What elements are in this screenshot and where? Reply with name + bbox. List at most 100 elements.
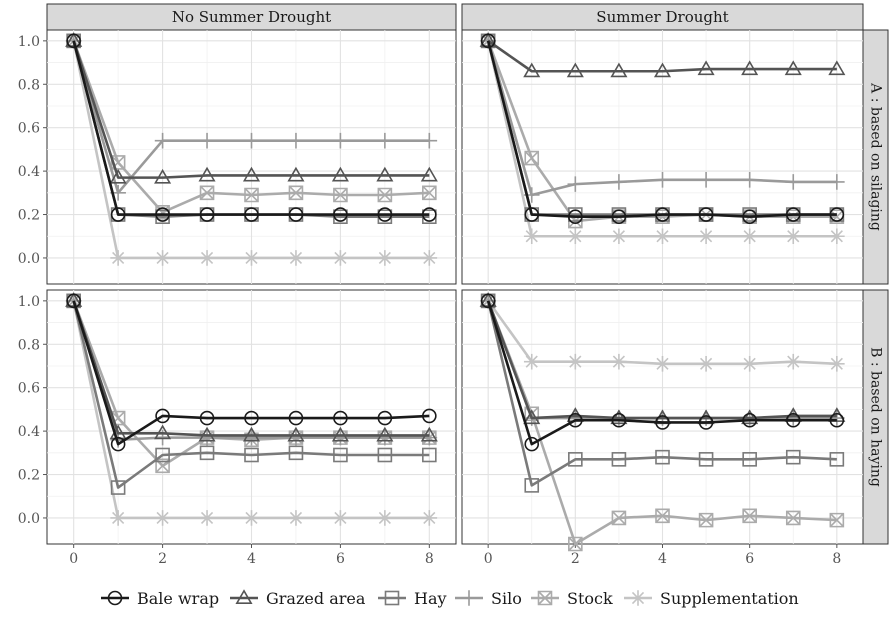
x-tick-label: 6 bbox=[745, 551, 754, 567]
point-grazed-area bbox=[653, 62, 672, 78]
point-hay bbox=[244, 447, 259, 463]
point-grazed-area bbox=[154, 168, 172, 184]
facet-label-b-based-on-haying: B : based on haying bbox=[868, 347, 884, 487]
facet-label-no-summer-drought: No Summer Drought bbox=[172, 8, 331, 26]
point-grazed-area bbox=[242, 166, 261, 182]
point-silo bbox=[741, 171, 758, 188]
point-supplementation bbox=[154, 250, 171, 266]
point-bale-wrap bbox=[110, 436, 126, 452]
y-tick-label: 0.0 bbox=[18, 251, 40, 267]
point-bale-wrap bbox=[611, 209, 627, 225]
point-bale-wrap bbox=[480, 293, 496, 309]
point-supplementation bbox=[110, 250, 126, 266]
point-bale-wrap bbox=[288, 410, 304, 426]
point-grazed-area bbox=[523, 409, 541, 425]
point-stock bbox=[829, 512, 845, 528]
legend: Bale wrap Grazed area Hay Silo Stock Suppleme… bbox=[101, 589, 799, 608]
point-supplementation bbox=[785, 353, 802, 370]
point-silo bbox=[421, 132, 438, 149]
point-silo bbox=[611, 174, 627, 190]
point-grazed-area bbox=[198, 166, 216, 182]
point-supplementation bbox=[829, 356, 845, 372]
point-stock bbox=[785, 510, 801, 526]
point-hay bbox=[155, 447, 170, 463]
legend-label-hay: Hay bbox=[414, 589, 447, 608]
legend-key-marker-hay bbox=[384, 590, 400, 606]
point-bale-wrap bbox=[244, 207, 259, 222]
point-hay bbox=[377, 447, 393, 463]
facet-strip-b-based-on-haying bbox=[862, 289, 889, 545]
legend-label-bale-wrap: Bale wrap bbox=[137, 589, 219, 608]
point-supplementation bbox=[288, 510, 304, 526]
point-bale-wrap bbox=[333, 410, 348, 426]
point-silo bbox=[654, 171, 671, 188]
point-grazed-area bbox=[610, 409, 628, 425]
point-stock bbox=[742, 508, 757, 524]
point-bale-wrap bbox=[829, 412, 845, 428]
point-silo bbox=[698, 171, 714, 188]
point-supplementation bbox=[377, 510, 393, 526]
point-silo bbox=[288, 132, 304, 149]
point-grazed-area bbox=[109, 168, 127, 184]
y-tick-label: 0.0 bbox=[18, 511, 40, 527]
point-hay bbox=[611, 452, 627, 467]
point-hay bbox=[524, 478, 540, 493]
legend-label-silo: Silo bbox=[491, 589, 522, 608]
point-bale-wrap bbox=[199, 207, 215, 222]
point-supplementation bbox=[199, 510, 215, 526]
point-hay bbox=[199, 445, 215, 461]
x-tick-label: 8 bbox=[425, 551, 434, 567]
point-supplementation bbox=[654, 228, 671, 245]
point-hay bbox=[698, 452, 714, 467]
point-bale-wrap bbox=[422, 207, 437, 222]
point-bale-wrap bbox=[288, 207, 304, 222]
point-stock bbox=[199, 185, 215, 201]
point-supplementation bbox=[741, 356, 758, 372]
point-bale-wrap bbox=[155, 408, 170, 424]
point-supplementation bbox=[741, 228, 758, 245]
point-bale-wrap bbox=[110, 207, 126, 222]
y-tick-label: 0.8 bbox=[18, 337, 40, 353]
panel-a-based-on-silaging-no-summer-drought: 0.0 0.2 0.4 0.6 0.8 1.0 bbox=[18, 29, 457, 285]
legend-key-marker-bale-wrap bbox=[107, 590, 123, 606]
point-bale-wrap bbox=[480, 33, 496, 49]
point-supplementation bbox=[421, 250, 438, 266]
point-supplementation bbox=[785, 228, 802, 245]
point-supplementation bbox=[611, 228, 627, 245]
point-bale-wrap bbox=[785, 412, 801, 428]
point-supplementation bbox=[611, 353, 627, 370]
series-line-hay bbox=[486, 300, 837, 487]
point-bale-wrap bbox=[568, 209, 583, 225]
point-grazed-area bbox=[420, 166, 438, 182]
point-hay bbox=[422, 447, 437, 463]
point-grazed-area bbox=[479, 292, 497, 307]
point-silo bbox=[377, 132, 393, 149]
legend-key-marker-supplementation bbox=[630, 590, 646, 606]
series-line-grazed-area bbox=[72, 40, 430, 179]
point-supplementation bbox=[567, 353, 584, 370]
point-hay bbox=[742, 452, 757, 467]
series-line-bale-wrap bbox=[72, 300, 430, 446]
point-bale-wrap bbox=[742, 209, 757, 225]
point-supplementation bbox=[523, 228, 540, 245]
x-tick-label: 8 bbox=[832, 551, 841, 567]
x-tick-label: 6 bbox=[336, 551, 345, 567]
panel-b-based-on-haying-summer-drought: 0 2 4 6 8 bbox=[461, 289, 864, 567]
point-bale-wrap bbox=[611, 412, 627, 428]
point-hay bbox=[829, 452, 845, 467]
panel-a-based-on-silaging-summer-drought bbox=[461, 29, 864, 285]
x-tick-label: 2 bbox=[158, 551, 167, 567]
point-supplementation bbox=[567, 228, 584, 245]
point-supplementation bbox=[288, 250, 304, 266]
y-tick-label: 0.4 bbox=[18, 424, 40, 440]
point-supplementation bbox=[829, 228, 845, 245]
point-supplementation bbox=[199, 250, 215, 266]
point-bale-wrap bbox=[742, 412, 757, 428]
series-line-grazed-area bbox=[487, 39, 837, 73]
facet-strip-summer-drought bbox=[461, 3, 864, 31]
point-silo bbox=[785, 174, 802, 190]
point-grazed-area bbox=[287, 426, 305, 442]
point-bale-wrap bbox=[698, 415, 714, 430]
point-supplementation bbox=[421, 510, 438, 526]
